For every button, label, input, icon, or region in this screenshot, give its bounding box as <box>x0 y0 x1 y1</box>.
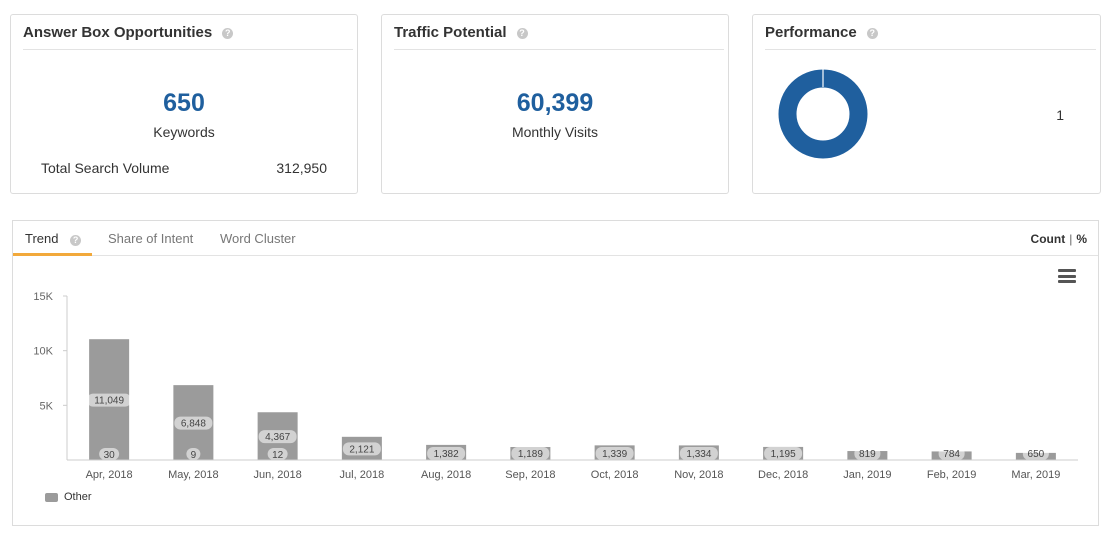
data-label-bg <box>87 393 132 407</box>
tab-trend[interactable]: Trend ? <box>25 221 82 256</box>
x-tick-label: Jun, 2018 <box>253 469 301 481</box>
data-label: 1,334 <box>686 449 711 460</box>
secondary-label: 9 <box>191 450 197 461</box>
tab-trend-label: Trend <box>25 231 59 246</box>
count-percent-toggle: Count |% <box>1031 232 1087 246</box>
x-tick-label: Sep, 2018 <box>505 469 555 481</box>
data-label: 1,195 <box>771 449 796 460</box>
performance-header: Performance ? <box>765 15 1096 50</box>
hamburger-menu-icon[interactable] <box>1058 269 1076 283</box>
legend-swatch-other <box>45 492 58 502</box>
trend-panel: Trend ? Share of Intent Word Cluster Cou… <box>12 220 1099 526</box>
data-label: 1,189 <box>518 449 543 460</box>
x-tick-label: Feb, 2019 <box>927 469 977 481</box>
help-icon[interactable]: ? <box>516 27 528 39</box>
traffic-potential-header: Traffic Potential ? <box>394 15 724 50</box>
performance-value: 1 <box>1056 107 1064 123</box>
secondary-label-bg <box>267 448 288 460</box>
active-tab-indicator <box>13 253 92 256</box>
tab-word-cluster[interactable]: Word Cluster <box>220 231 296 246</box>
total-search-volume-label: Total Search Volume <box>41 160 170 176</box>
traffic-potential-card: Traffic Potential ? 60,399 Monthly Visit… <box>381 14 729 194</box>
performance-title: Performance <box>765 23 857 41</box>
monthly-visits-count: 60,399 <box>516 89 594 117</box>
x-tick-label: Nov, 2018 <box>674 469 723 481</box>
y-tick-label: 15K <box>33 291 53 303</box>
data-label-bg <box>854 447 881 460</box>
secondary-label-bg <box>186 448 201 460</box>
data-label: 4,367 <box>265 432 290 443</box>
monthly-visits-label: Monthly Visits <box>511 124 599 140</box>
traffic-potential-title: Traffic Potential <box>394 23 507 41</box>
data-label-bg <box>1022 447 1049 460</box>
help-icon[interactable]: ? <box>866 27 878 39</box>
secondary-label-bg <box>99 448 120 460</box>
donut-ring <box>778 69 868 159</box>
data-label: 1,339 <box>602 449 627 460</box>
total-search-volume-value: 312,950 <box>276 160 327 176</box>
data-label: 819 <box>859 449 876 460</box>
data-label: 650 <box>1028 449 1045 460</box>
help-icon[interactable]: ? <box>222 27 234 39</box>
data-label-bg <box>174 416 213 430</box>
toggle-separator: | <box>1069 232 1073 246</box>
tab-share-of-intent[interactable]: Share of Intent <box>108 231 194 246</box>
trend-chart: 5K 10K 15K 11,049 30 Apr, 2018 6,848 9 May, 2018… <box>33 291 1078 481</box>
data-label-bg <box>511 447 550 460</box>
keywords-count: 650 <box>163 89 205 117</box>
x-tick-label: Oct, 2018 <box>591 469 639 481</box>
data-label-bg <box>258 430 297 444</box>
x-tick-label: Apr, 2018 <box>86 469 133 481</box>
data-label: 6,848 <box>181 419 206 430</box>
y-tick-label: 10K <box>33 346 53 358</box>
data-label-bg <box>427 447 466 460</box>
legend-label-other: Other <box>64 491 92 503</box>
count-toggle-option[interactable]: Count <box>1030 232 1066 246</box>
percent-toggle-option[interactable]: % <box>1076 232 1087 246</box>
x-tick-label: Jan, 2019 <box>843 469 891 481</box>
data-label-bg <box>342 442 381 456</box>
secondary-label: 12 <box>272 450 284 461</box>
x-tick-label: Mar, 2019 <box>1011 469 1060 481</box>
data-label-bg <box>679 447 718 460</box>
data-label-bg <box>938 447 965 460</box>
x-tick-label: Dec, 2018 <box>758 469 808 481</box>
x-tick-label: May, 2018 <box>168 469 219 481</box>
x-tick-label: Jul, 2018 <box>340 469 385 481</box>
chart-legend[interactable]: Other <box>45 491 92 503</box>
data-label: 11,049 <box>94 396 124 407</box>
data-label-bg <box>764 447 803 460</box>
y-tick-label: 5K <box>40 400 54 412</box>
answer-box-title: Answer Box Opportunities <box>23 23 213 41</box>
data-label: 1,382 <box>434 449 459 460</box>
tab-bar: Trend ? Share of Intent Word Cluster Cou… <box>13 221 1098 256</box>
secondary-label: 30 <box>104 450 116 461</box>
data-label-bg <box>595 447 634 460</box>
data-label: 784 <box>943 449 960 460</box>
help-icon[interactable]: ? <box>70 235 82 246</box>
answer-box-card: Answer Box Opportunities ? 650 Keywords … <box>10 14 358 194</box>
performance-card: Performance ? 1 <box>752 14 1101 194</box>
keywords-label: Keywords <box>153 124 215 140</box>
data-label: 2,121 <box>349 444 374 455</box>
performance-donut[interactable] <box>753 15 1102 195</box>
x-tick-label: Aug, 2018 <box>421 469 471 481</box>
answer-box-header: Answer Box Opportunities ? <box>23 15 353 50</box>
